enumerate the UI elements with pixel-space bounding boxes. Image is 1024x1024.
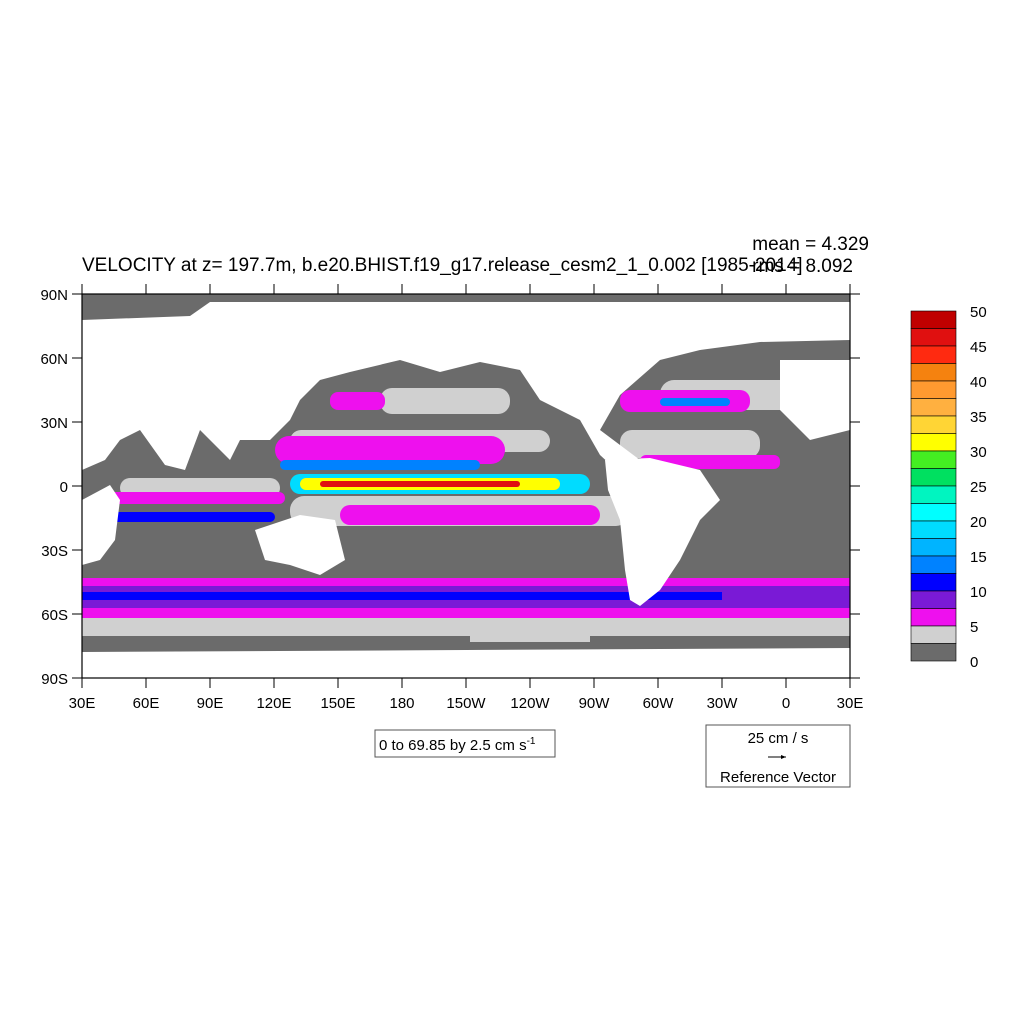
lon-label: 150E	[320, 695, 355, 712]
greenland	[630, 310, 740, 350]
colorbar-segment	[910, 485, 957, 504]
lon-label: 90E	[197, 695, 224, 712]
rms-label: rms = 8.092	[752, 256, 853, 277]
lon-label: 90W	[579, 695, 611, 712]
weddell-band	[90, 620, 210, 634]
kuroshio-extension-band	[380, 388, 510, 414]
contour-info-frame	[374, 729, 556, 758]
lon-label: 30E	[837, 695, 864, 712]
colorbar-segment	[910, 608, 957, 627]
reference-vector-label: Reference Vector	[720, 769, 836, 786]
reference-arrow-head	[781, 755, 786, 759]
lon-label: 120W	[510, 695, 550, 712]
indian-north-band	[105, 492, 285, 504]
colorbar-segment	[910, 415, 957, 434]
colorbar-label: 40	[970, 374, 987, 391]
colorbar-segment	[910, 555, 957, 574]
colorbar-segment	[910, 345, 957, 364]
colorbar-label: 50	[970, 304, 987, 321]
lon-label: 60E	[133, 695, 160, 712]
europe	[780, 360, 850, 440]
colorbar-label: 25	[970, 479, 987, 496]
lat-label: 60S	[41, 607, 68, 624]
colorbar-label: 5	[970, 619, 978, 636]
lon-label: 180	[389, 695, 414, 712]
colorbar-label: 35	[970, 409, 987, 426]
colorbar-label: 30	[970, 444, 987, 461]
colorbar-label: 20	[970, 514, 987, 531]
equatorial-undercurrent	[290, 474, 590, 494]
contour-info-box: 0 to 69.85 by 2.5 cm s-1	[374, 729, 556, 758]
lat-label: 90N	[40, 287, 68, 304]
contour-info-text: 0 to 69.85 by 2.5 cm s-1	[379, 736, 536, 754]
lat-label: 30S	[41, 543, 68, 560]
lon-label: 120E	[256, 695, 291, 712]
colorbar-label: 15	[970, 549, 987, 566]
antarctica	[82, 648, 850, 678]
lat-label: 30N	[40, 415, 68, 432]
colorbar-segment	[910, 380, 957, 399]
plot-title: VELOCITY at z= 197.7m, b.e20.BHIST.f19_g…	[82, 255, 803, 276]
colorbar-label: 10	[970, 584, 987, 601]
colorbar-segment	[910, 503, 957, 522]
indian-blue-band	[100, 512, 275, 522]
lon-label: 150W	[446, 695, 486, 712]
reference-vector-frame	[705, 724, 851, 788]
atlantic-equatorial-band	[620, 430, 760, 458]
lat-label: 0	[60, 479, 68, 496]
colorbar-segment	[910, 625, 957, 644]
colorbar-segment	[910, 573, 957, 592]
pacific-north-equatorial-current	[275, 436, 505, 464]
reference-vector-magnitude: 25 cm / s	[748, 730, 809, 747]
ross-band	[470, 628, 590, 642]
lat-label: 60N	[40, 351, 68, 368]
lon-label: 30W	[707, 695, 739, 712]
lon-label: 60W	[643, 695, 675, 712]
eurasia-north-america	[82, 302, 850, 480]
pacific-blue-band	[280, 460, 480, 470]
colorbar-segment	[910, 433, 957, 452]
colorbar-segment	[910, 468, 957, 487]
kuroshio-magenta	[330, 392, 385, 410]
colorbar-segment	[910, 398, 957, 417]
map-panel	[81, 293, 851, 679]
australia	[255, 515, 345, 575]
colorbar-label: 45	[970, 339, 987, 356]
lon-label: 0	[782, 695, 790, 712]
reference-vector-box: 25 cm / s Reference Vector	[705, 724, 851, 788]
gulf-stream-blue	[660, 398, 730, 406]
euc-core	[320, 481, 520, 487]
south-america	[605, 458, 720, 606]
land-mask	[82, 302, 850, 678]
colorbar-segment	[910, 310, 957, 329]
colorbar-segment	[910, 520, 957, 539]
colorbar-segment	[910, 328, 957, 347]
colorbar-label: 0	[970, 654, 978, 671]
longitude-axis: 30E 60E 90E 120E 150E 180 150W 120W 90W 60W 30W 0 30…	[69, 284, 864, 712]
pacific-south-equatorial-current	[340, 505, 600, 525]
acc-blue	[82, 592, 722, 600]
colorbar-segment	[910, 538, 957, 557]
colorbar-segment	[910, 643, 957, 662]
africa	[82, 485, 120, 565]
latitude-axis: 90N 60N 30N 0 30S 60S 90S	[40, 287, 860, 688]
lat-label: 90S	[41, 671, 68, 688]
colorbar-segment	[910, 450, 957, 469]
mean-label: mean = 4.329	[752, 234, 869, 255]
colorbar-segment	[910, 363, 957, 382]
colorbar-segment	[910, 590, 957, 609]
lon-label: 30E	[69, 695, 96, 712]
